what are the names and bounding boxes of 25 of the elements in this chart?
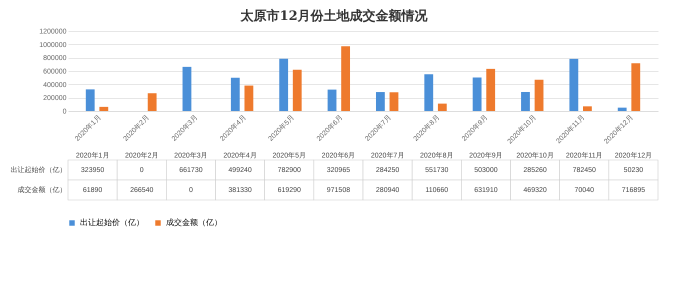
bar	[631, 63, 640, 111]
bar	[438, 104, 447, 111]
bar	[341, 46, 350, 111]
bar	[472, 77, 482, 111]
legend-label: 出让起始价（亿）	[80, 218, 144, 227]
legend-label: 成交金额（亿）	[166, 218, 222, 227]
bar	[618, 108, 627, 111]
bar	[230, 78, 240, 111]
bar	[486, 68, 496, 111]
bar	[292, 70, 302, 111]
bar	[521, 92, 530, 111]
bar	[182, 66, 192, 111]
bar	[534, 80, 544, 111]
bar	[148, 93, 157, 111]
bar	[583, 106, 592, 111]
bar	[279, 58, 288, 111]
bar	[424, 74, 434, 111]
bar	[86, 89, 95, 111]
bar	[244, 86, 254, 111]
bar	[99, 106, 108, 111]
chart-title: 太原市12月份土地成交金额情况	[240, 8, 429, 24]
bar	[376, 92, 385, 111]
bar	[569, 58, 578, 111]
bar	[390, 92, 398, 111]
bar	[328, 90, 336, 111]
